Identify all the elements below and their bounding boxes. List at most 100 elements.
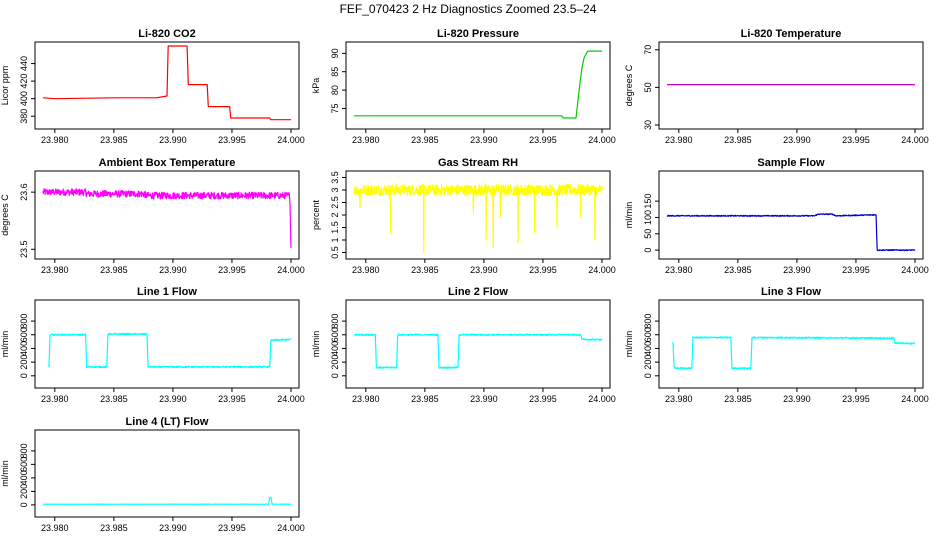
y-tick-label: 23.6 <box>19 183 29 201</box>
y-tick-label: 200 <box>330 355 340 370</box>
y-tick-label: 0 <box>19 502 29 507</box>
panel-sample-flow: Sample Flow ml/min 23.980 23.985 23.990 23.99… <box>624 157 929 275</box>
y-tick-label: 200 <box>19 484 29 499</box>
x-tick-label: 24.000 <box>588 394 616 404</box>
y-tick-label: 23.5 <box>19 241 29 259</box>
y-tick-label: 100 <box>643 210 653 225</box>
series-line <box>42 496 292 505</box>
panel-title: Line 4 (LT) Flow <box>126 416 209 428</box>
panel-title: Line 3 Flow <box>761 286 821 298</box>
y-tick-label: 200 <box>19 355 29 370</box>
y-tick-label: 600 <box>19 327 29 342</box>
x-tick-label: 23.980 <box>352 265 380 275</box>
panel-line2: Line 2 Flow ml/min 23.980 23.985 23.990 23.99… <box>311 286 616 404</box>
x-tick-label: 23.980 <box>665 394 693 404</box>
x-tick-label: 23.995 <box>218 394 246 404</box>
x-tick-label: 23.980 <box>41 135 69 145</box>
series-line <box>354 50 602 119</box>
y-tick-label: 400 <box>19 470 29 485</box>
x-tick-label: 23.990 <box>783 265 811 275</box>
panel-co2: Li-820 CO2 Licor ppm 23.980 23.985 23.990 23.… <box>0 28 305 145</box>
y-tick-label: 0 <box>330 373 340 378</box>
x-tick-label: 24.000 <box>588 265 616 275</box>
y-tick-label: 800 <box>643 314 653 329</box>
y-axis-label: degrees C <box>0 194 10 236</box>
y-tick-label: 2.5 <box>330 196 340 209</box>
plot-frame <box>34 170 300 260</box>
y-tick-label: 3 <box>330 187 340 192</box>
plot-frame <box>345 299 611 389</box>
x-tick-label: 23.985 <box>724 135 752 145</box>
y-tick-label: 440 <box>19 56 29 71</box>
x-tick-label: 23.990 <box>783 135 811 145</box>
x-tick-label: 24.000 <box>901 135 929 145</box>
y-tick-label: 50 <box>643 229 653 239</box>
panel-line1: Line 1 Flow ml/min 23.980 23.985 23.990 23.99… <box>0 286 305 404</box>
y-tick-label: 90 <box>330 48 340 58</box>
x-tick-label: 23.995 <box>842 135 870 145</box>
y-axis-label: ml/min <box>0 331 10 358</box>
y-tick-label: 2 <box>330 212 340 217</box>
y-tick-label: 400 <box>643 341 653 356</box>
panel-pressure: Li-820 Pressure kPa 23.980 23.985 23.990 23.9… <box>311 28 616 145</box>
x-tick-label: 23.990 <box>470 265 498 275</box>
x-tick-label: 23.985 <box>411 265 439 275</box>
series-line <box>666 213 916 252</box>
x-tick-label: 23.995 <box>218 135 246 145</box>
y-tick-label: 380 <box>19 109 29 124</box>
panel-title: Ambient Box Temperature <box>99 157 236 169</box>
plot-frame <box>658 299 924 389</box>
x-tick-label: 24.000 <box>277 523 305 533</box>
panel-title: Sample Flow <box>757 157 825 169</box>
panel-line3: Line 3 Flow ml/min 23.980 23.985 23.990 23.99… <box>624 286 929 404</box>
x-tick-label: 23.990 <box>159 135 187 145</box>
x-tick-label: 23.995 <box>529 135 557 145</box>
x-tick-label: 23.985 <box>100 394 128 404</box>
y-tick-label: 75 <box>330 103 340 113</box>
x-tick-label: 23.980 <box>665 265 693 275</box>
plot-frame <box>658 41 924 130</box>
x-tick-label: 24.000 <box>901 394 929 404</box>
y-tick-label: 400 <box>19 341 29 356</box>
panel-ambient: Ambient Box Temperature degrees C 23.980 23… <box>0 157 305 275</box>
x-tick-label: 23.990 <box>159 523 187 533</box>
plot-frame <box>34 429 300 518</box>
series-line <box>48 332 292 369</box>
x-tick-label: 23.995 <box>218 523 246 533</box>
panel-title: Line 1 Flow <box>137 286 197 298</box>
panel-title: Li-820 Pressure <box>437 28 519 40</box>
y-tick-label: 600 <box>330 327 340 342</box>
x-tick-label: 24.000 <box>277 265 305 275</box>
x-tick-label: 23.980 <box>41 394 69 404</box>
x-tick-label: 23.985 <box>411 394 439 404</box>
plot-frame <box>345 170 611 260</box>
x-tick-label: 23.995 <box>529 394 557 404</box>
x-tick-label: 23.995 <box>842 265 870 275</box>
panel-title: Gas Stream RH <box>438 157 518 169</box>
panel-title: Line 2 Flow <box>448 286 508 298</box>
y-tick-label: 1 <box>330 237 340 242</box>
y-axis-label: degrees C <box>624 64 634 106</box>
x-tick-label: 23.990 <box>470 135 498 145</box>
x-tick-label: 23.980 <box>41 523 69 533</box>
x-tick-label: 23.990 <box>159 394 187 404</box>
panel-title: Li-820 Temperature <box>741 28 842 40</box>
plot-frame <box>34 41 300 130</box>
y-axis-label: kPa <box>311 78 321 94</box>
series-line <box>42 188 292 249</box>
x-tick-label: 23.990 <box>783 394 811 404</box>
y-tick-label: 1.5 <box>330 221 340 234</box>
y-tick-label: 420 <box>19 74 29 89</box>
x-tick-label: 23.985 <box>724 265 752 275</box>
x-tick-label: 24.000 <box>588 135 616 145</box>
x-tick-label: 23.985 <box>100 135 128 145</box>
figure-title: FEF_070423 2 Hz Diagnostics Zoomed 23.5–… <box>339 2 597 16</box>
y-tick-label: 150 <box>643 194 653 209</box>
y-tick-label: 0 <box>643 373 653 378</box>
x-tick-label: 23.990 <box>159 265 187 275</box>
y-tick-label: 200 <box>643 355 653 370</box>
panel-title: Li-820 CO2 <box>138 28 195 40</box>
y-tick-label: 50 <box>643 82 653 92</box>
x-tick-label: 24.000 <box>901 265 929 275</box>
